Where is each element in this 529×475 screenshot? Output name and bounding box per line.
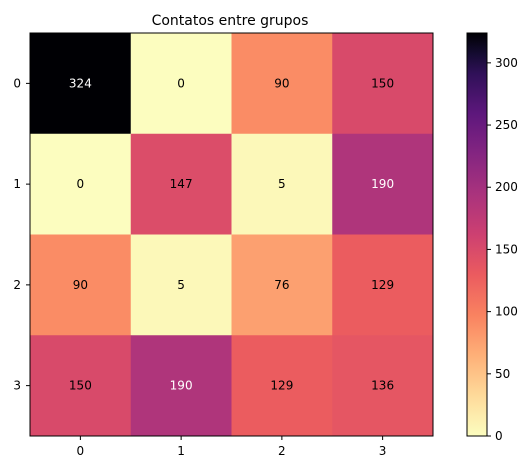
colorbar-tick-label: 300: [495, 56, 518, 70]
cell-value-label: 136: [371, 379, 394, 393]
cell-value-label: 0: [177, 76, 185, 90]
x-tick-label: 3: [379, 444, 387, 458]
cell-value-label: 190: [371, 177, 394, 191]
colorbar-tick-label: 200: [495, 180, 518, 194]
cell-value-label: 190: [170, 379, 193, 393]
cell-value-label: 90: [73, 278, 88, 292]
colorbar-gradient: [467, 33, 487, 436]
colorbar-tick-label: 250: [495, 118, 518, 132]
colorbar-tick-label: 0: [495, 429, 503, 443]
colorbar-tick-label: 50: [495, 367, 510, 381]
cell-value-label: 129: [371, 278, 394, 292]
colorbar-tick-label: 150: [495, 242, 518, 256]
cell-value-label: 5: [278, 177, 286, 191]
cell-value-label: 0: [77, 177, 85, 191]
cell-value-label: 90: [274, 76, 289, 90]
y-tick-label: 0: [13, 76, 21, 90]
cell-value-label: 5: [177, 278, 185, 292]
colorbar: 0 50 100 150 200 250 300: [467, 33, 518, 443]
x-tick-label: 1: [177, 444, 185, 458]
cell-value-label: 150: [69, 379, 92, 393]
y-tick-label: 3: [13, 379, 21, 393]
heatmap-cells: [30, 33, 434, 437]
cell-value-label: 76: [274, 278, 289, 292]
y-tick-label: 1: [13, 177, 21, 191]
x-tick-label: 0: [77, 444, 85, 458]
cell-value-label: 150: [371, 76, 394, 90]
y-axis: 0 1 2 3: [13, 76, 30, 392]
cell-value-label: 129: [270, 379, 293, 393]
y-tick-label: 2: [13, 278, 21, 292]
colorbar-tick-label: 100: [495, 305, 518, 319]
x-axis: 0 1 2 3: [77, 436, 387, 458]
chart-title: Contatos entre grupos: [152, 13, 309, 29]
cell-value-label: 324: [69, 76, 92, 90]
x-tick-label: 2: [278, 444, 286, 458]
cell-value-label: 147: [170, 177, 193, 191]
